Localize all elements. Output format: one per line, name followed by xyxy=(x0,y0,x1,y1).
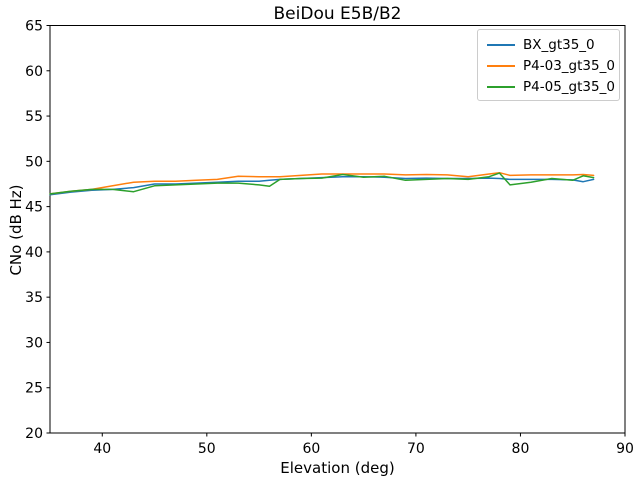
y-tick-label: 20 xyxy=(25,426,43,442)
y-tick-label: 35 xyxy=(25,290,43,306)
legend-entry: BX_gt35_0 xyxy=(487,34,619,55)
legend-label: P4-05_gt35_0 xyxy=(523,78,615,95)
legend-line-sample-icon xyxy=(487,64,515,67)
legend-line-sample-icon xyxy=(487,43,515,46)
x-axis-label: Elevation (deg) xyxy=(280,459,395,477)
y-tick-label: 25 xyxy=(25,381,43,397)
series-line-P4-03_gt35_0 xyxy=(49,171,595,195)
y-tick-label: 65 xyxy=(25,19,43,35)
x-tick-label: 50 xyxy=(198,441,216,457)
x-tick-label: 90 xyxy=(616,441,634,457)
x-tick-label: 40 xyxy=(93,441,111,457)
legend-label: BX_gt35_0 xyxy=(523,36,595,53)
y-tick-label: 45 xyxy=(25,200,43,216)
legend-line-sample-icon xyxy=(487,85,515,88)
plot-border xyxy=(49,25,626,434)
legend: BX_gt35_0 P4-03_gt35_0 P4-05_gt35_0 xyxy=(477,29,620,101)
y-tick-label: 55 xyxy=(25,109,43,125)
legend-label: P4-03_gt35_0 xyxy=(523,57,615,74)
x-tick-label: 60 xyxy=(302,441,320,457)
legend-entry: P4-03_gt35_0 xyxy=(487,55,619,76)
chart-title: BeiDou E5B/B2 xyxy=(273,4,402,24)
y-tick-label: 30 xyxy=(25,335,43,351)
series-line-BX_gt35_0 xyxy=(49,175,595,196)
y-tick-label: 40 xyxy=(25,245,43,261)
legend-entry: P4-05_gt35_0 xyxy=(487,76,619,97)
x-tick-label: 80 xyxy=(512,441,530,457)
y-axis-label: CNo (dB Hz) xyxy=(7,184,25,276)
y-tick-label: 60 xyxy=(25,64,43,80)
x-tick-label: 70 xyxy=(407,441,425,457)
series-line-P4-05_gt35_0 xyxy=(49,172,595,195)
y-tick-label: 50 xyxy=(25,154,43,170)
